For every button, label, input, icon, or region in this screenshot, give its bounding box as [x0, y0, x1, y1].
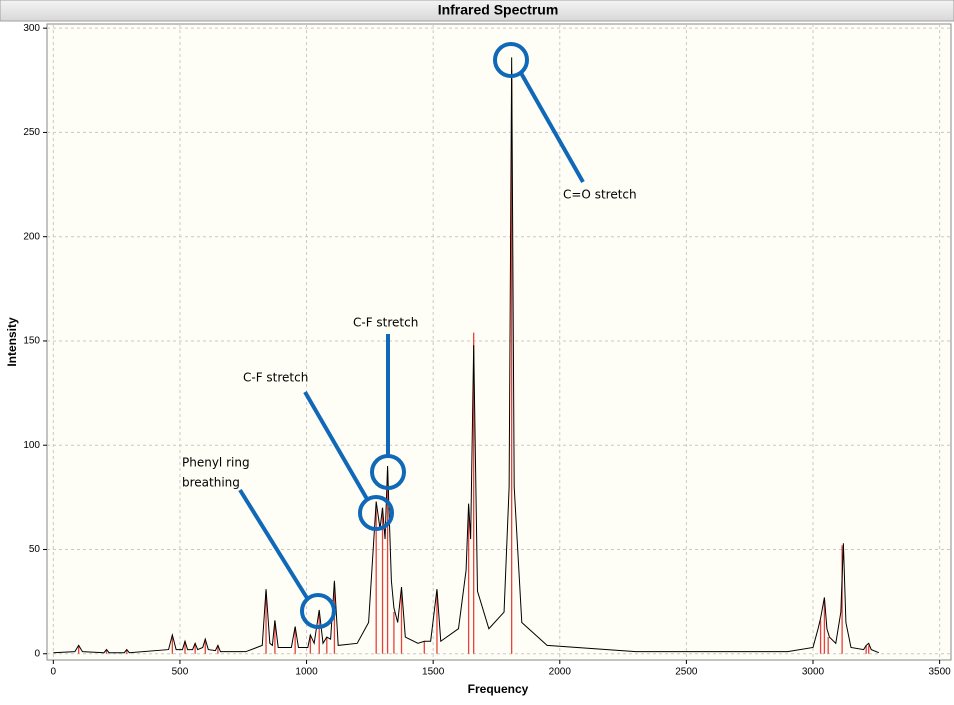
annotation-text: breathing — [182, 476, 240, 490]
y-tick-label: 100 — [23, 440, 40, 451]
plot — [53, 57, 880, 654]
x-tick-label: 2000 — [549, 667, 572, 678]
annotation-leader — [303, 390, 369, 501]
spectrum-line — [53, 57, 880, 654]
x-tick-label: 1500 — [422, 667, 445, 678]
y-tick-label: 50 — [29, 544, 41, 555]
annotation-circle — [300, 593, 336, 629]
annotation-text: C=O stretch — [563, 188, 637, 202]
y-tick-label: 300 — [23, 23, 40, 34]
annotation-text: Phenyl ring — [182, 456, 250, 470]
grid — [47, 24, 951, 660]
y-axis-label: Intensity — [5, 317, 19, 367]
chart-title: Infrared Spectrum — [438, 2, 559, 18]
annotation-leader — [238, 488, 309, 600]
plot-area — [46, 23, 952, 661]
annotation-circle — [358, 495, 394, 531]
y-tick-label: 150 — [23, 336, 40, 347]
annotation-text: C-F stretch — [243, 371, 308, 385]
x-tick-label: 500 — [172, 667, 189, 678]
x-tick-label: 0 — [51, 667, 57, 678]
y-tick-label: 0 — [34, 648, 40, 659]
x-axis-label: Frequency — [468, 682, 529, 696]
y-tick-label: 250 — [23, 127, 40, 138]
annotation-marks — [238, 42, 585, 629]
y-tick-label: 200 — [23, 231, 40, 242]
x-tick-label: 2500 — [675, 667, 698, 678]
ticks: 0 500 1000 1500 2000 2500 3000 3500 0 50 100 150 200… — [23, 23, 951, 678]
x-tick-label: 3000 — [802, 667, 825, 678]
x-tick-label: 3500 — [928, 667, 951, 678]
x-tick-label: 1000 — [295, 667, 318, 678]
title-bar — [0, 0, 954, 22]
annotation-circle — [493, 42, 529, 78]
annotation-text: C-F stretch — [353, 316, 418, 330]
annotation-leader — [519, 72, 585, 183]
